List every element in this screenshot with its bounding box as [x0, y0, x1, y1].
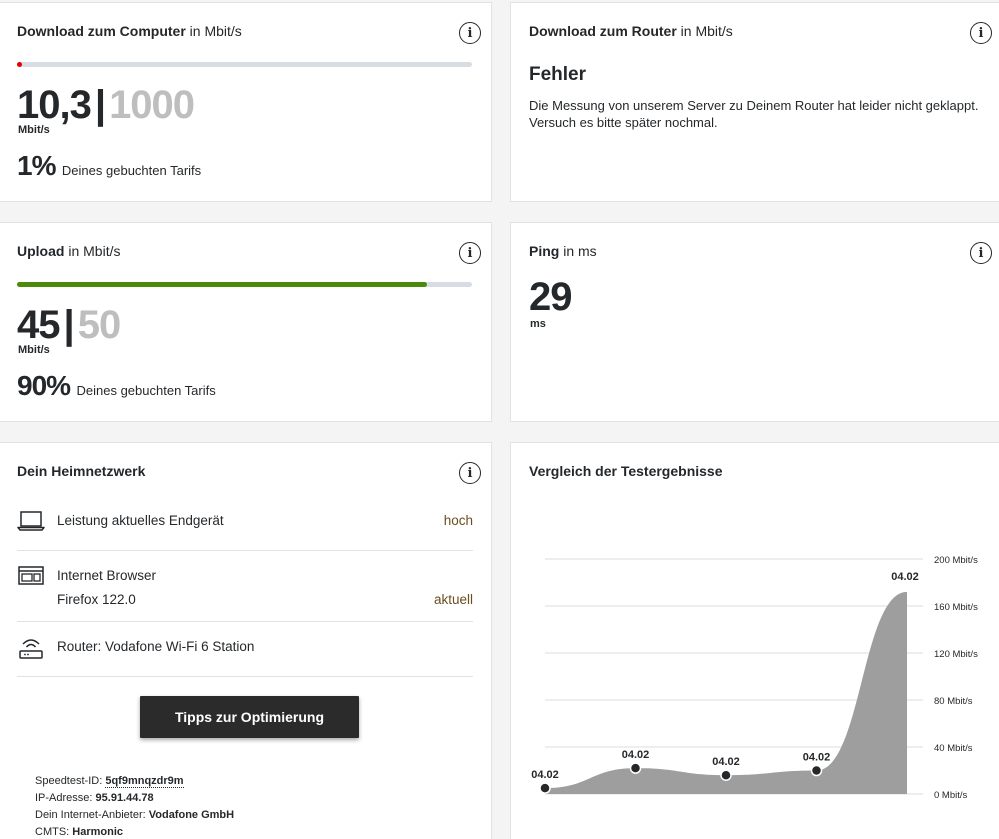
ping-title-unit: in ms: [563, 243, 597, 259]
ip-value: 95.91.44.78: [95, 792, 154, 804]
download-separator: |: [94, 83, 106, 127]
comparison-title: Vergleich der Testergebnisse: [529, 463, 723, 479]
chart-area-series: [545, 591, 907, 794]
download-router-title-unit: in Mbit/s: [680, 23, 733, 39]
chart-x-label: 04.02: [531, 769, 559, 781]
info-icon[interactable]: i: [970, 22, 992, 44]
download-router-card: Download zum Router in Mbit/s i Fehler D…: [510, 2, 999, 202]
download-value-row: 10,3 | 1000: [17, 83, 195, 128]
network-row-router: Router: Vodafone Wi-Fi 6 Station: [17, 622, 473, 677]
speedtest-id-value[interactable]: 5qf9mnqzdr9m: [105, 775, 184, 788]
download-progress-track: [17, 62, 472, 67]
upload-max: 50: [77, 303, 121, 347]
network-row-value: aktuell: [433, 592, 473, 607]
chart-data-point: [720, 769, 732, 781]
info-icon[interactable]: i: [459, 22, 481, 44]
chart-data-point: [629, 762, 642, 774]
upload-card: Upload in Mbit/s i 45 | 50 Mbit/s 90% Dein…: [0, 222, 492, 422]
provider-value: Vodafone GmbH: [148, 809, 235, 821]
chart-x-label: 04.02: [891, 571, 919, 583]
chart-x-label: 04.02: [803, 752, 831, 764]
upload-progress-fill: [17, 282, 427, 287]
download-computer-card: Download zum Computer in Mbit/s i 10,3 | 1…: [0, 2, 492, 202]
optimization-tips-button[interactable]: Tipps zur Optimierung: [140, 696, 359, 738]
chart-y-tick-label: 0 Mbit/s: [934, 790, 968, 801]
upload-percent: 90%: [17, 370, 71, 401]
network-row-sublabel: Firefox 122.0: [57, 592, 136, 607]
network-row-label: Router: Vodafone Wi-Fi 6 Station: [57, 639, 255, 654]
chart-data-point: [539, 782, 551, 794]
chart-y-tick-label: 80 Mbit/s: [934, 696, 973, 707]
chart-y-tick-label: 200 Mbit/s: [934, 555, 978, 566]
download-computer-title-unit: in Mbit/s: [189, 23, 242, 39]
download-unit: Mbit/s: [18, 124, 50, 136]
router-error-text: Die Messung von unserem Server zu Deinem…: [529, 98, 979, 130]
download-progress-fill: [17, 62, 22, 67]
provider-row: Dein Internet-Anbieter: Vodafone GmbH: [35, 807, 234, 824]
chart-y-tick-label: 120 Mbit/s: [934, 649, 978, 660]
download-router-title: Download zum Router in Mbit/s: [529, 23, 733, 39]
upload-unit: Mbit/s: [18, 344, 50, 356]
download-percent-text: Deines gebuchten Tarifs: [61, 163, 202, 178]
network-row-value: hoch: [443, 513, 473, 528]
browser-icon: [18, 566, 44, 585]
connection-meta: Speedtest-ID: 5qf9mnqzdr9m IP-Adresse: 9…: [35, 773, 234, 839]
home-network-card: Dein Heimnetzwerk i Leistung aktuelles E…: [0, 442, 492, 839]
network-row-label: Leistung aktuelles Endgerät: [57, 513, 224, 528]
speedtest-id-row: Speedtest-ID: 5qf9mnqzdr9m: [35, 773, 234, 790]
download-percent: 1%: [17, 150, 56, 181]
provider-label: Dein Internet-Anbieter:: [35, 809, 146, 821]
router-icon: [19, 639, 43, 659]
ping-title: Ping in ms: [529, 243, 597, 259]
network-row-label: Internet Browser: [57, 568, 157, 583]
chart-x-label: 04.02: [712, 756, 740, 768]
upload-progress-track: [17, 282, 472, 287]
ping-value: 29: [529, 275, 572, 319]
laptop-icon: [17, 511, 45, 531]
upload-percent-row: 90% Deines gebuchten Tarifs: [17, 370, 216, 402]
cmts-value: Harmonic: [72, 826, 124, 838]
download-computer-title-bold: Download zum Computer: [17, 23, 186, 39]
chart-y-tick-label: 40 Mbit/s: [934, 743, 973, 754]
upload-value: 45: [17, 303, 60, 347]
upload-title-bold: Upload: [17, 243, 65, 259]
chart-y-tick-label: 160 Mbit/s: [934, 602, 978, 613]
ip-label: IP-Adresse:: [35, 792, 93, 804]
network-row-device: Leistung aktuelles Endgerät hoch: [17, 495, 473, 551]
chart-data-point: [810, 764, 823, 777]
download-router-title-bold: Download zum Router: [529, 23, 677, 39]
chart-x-label: 04.02: [622, 749, 650, 761]
download-percent-row: 1% Deines gebuchten Tarifs: [17, 150, 201, 182]
cmts-row: CMTS: Harmonic: [35, 824, 234, 839]
home-network-title: Dein Heimnetzwerk: [17, 463, 146, 479]
comparison-card: Vergleich der Testergebnisse 0 Mbit/s 40 …: [510, 442, 999, 839]
ping-title-bold: Ping: [529, 243, 560, 259]
upload-title-unit: in Mbit/s: [68, 243, 121, 259]
upload-title: Upload in Mbit/s: [17, 243, 120, 259]
ping-unit: ms: [530, 318, 546, 330]
ip-row: IP-Adresse: 95.91.44.78: [35, 790, 234, 807]
info-icon[interactable]: i: [459, 462, 481, 484]
ping-card: Ping in ms i 29 ms: [510, 222, 999, 422]
router-error-title: Fehler: [529, 64, 587, 85]
comparison-chart: 0 Mbit/s 40 Mbit/s 80 Mbit/s 120 Mbit/s 160 …: [531, 555, 978, 801]
upload-value-row: 45 | 50: [17, 303, 121, 348]
info-icon[interactable]: i: [459, 242, 481, 264]
network-row-browser: Internet Browser Firefox 122.0 aktuell: [17, 551, 473, 622]
download-max: 1000: [109, 83, 195, 127]
speedtest-id-label: Speedtest-ID:: [35, 775, 103, 787]
info-icon[interactable]: i: [970, 242, 992, 264]
download-computer-title: Download zum Computer in Mbit/s: [17, 23, 242, 39]
upload-separator: |: [63, 303, 75, 347]
download-value: 10,3: [17, 83, 92, 127]
upload-percent-text: Deines gebuchten Tarifs: [76, 383, 216, 398]
cmts-label: CMTS:: [35, 826, 70, 838]
